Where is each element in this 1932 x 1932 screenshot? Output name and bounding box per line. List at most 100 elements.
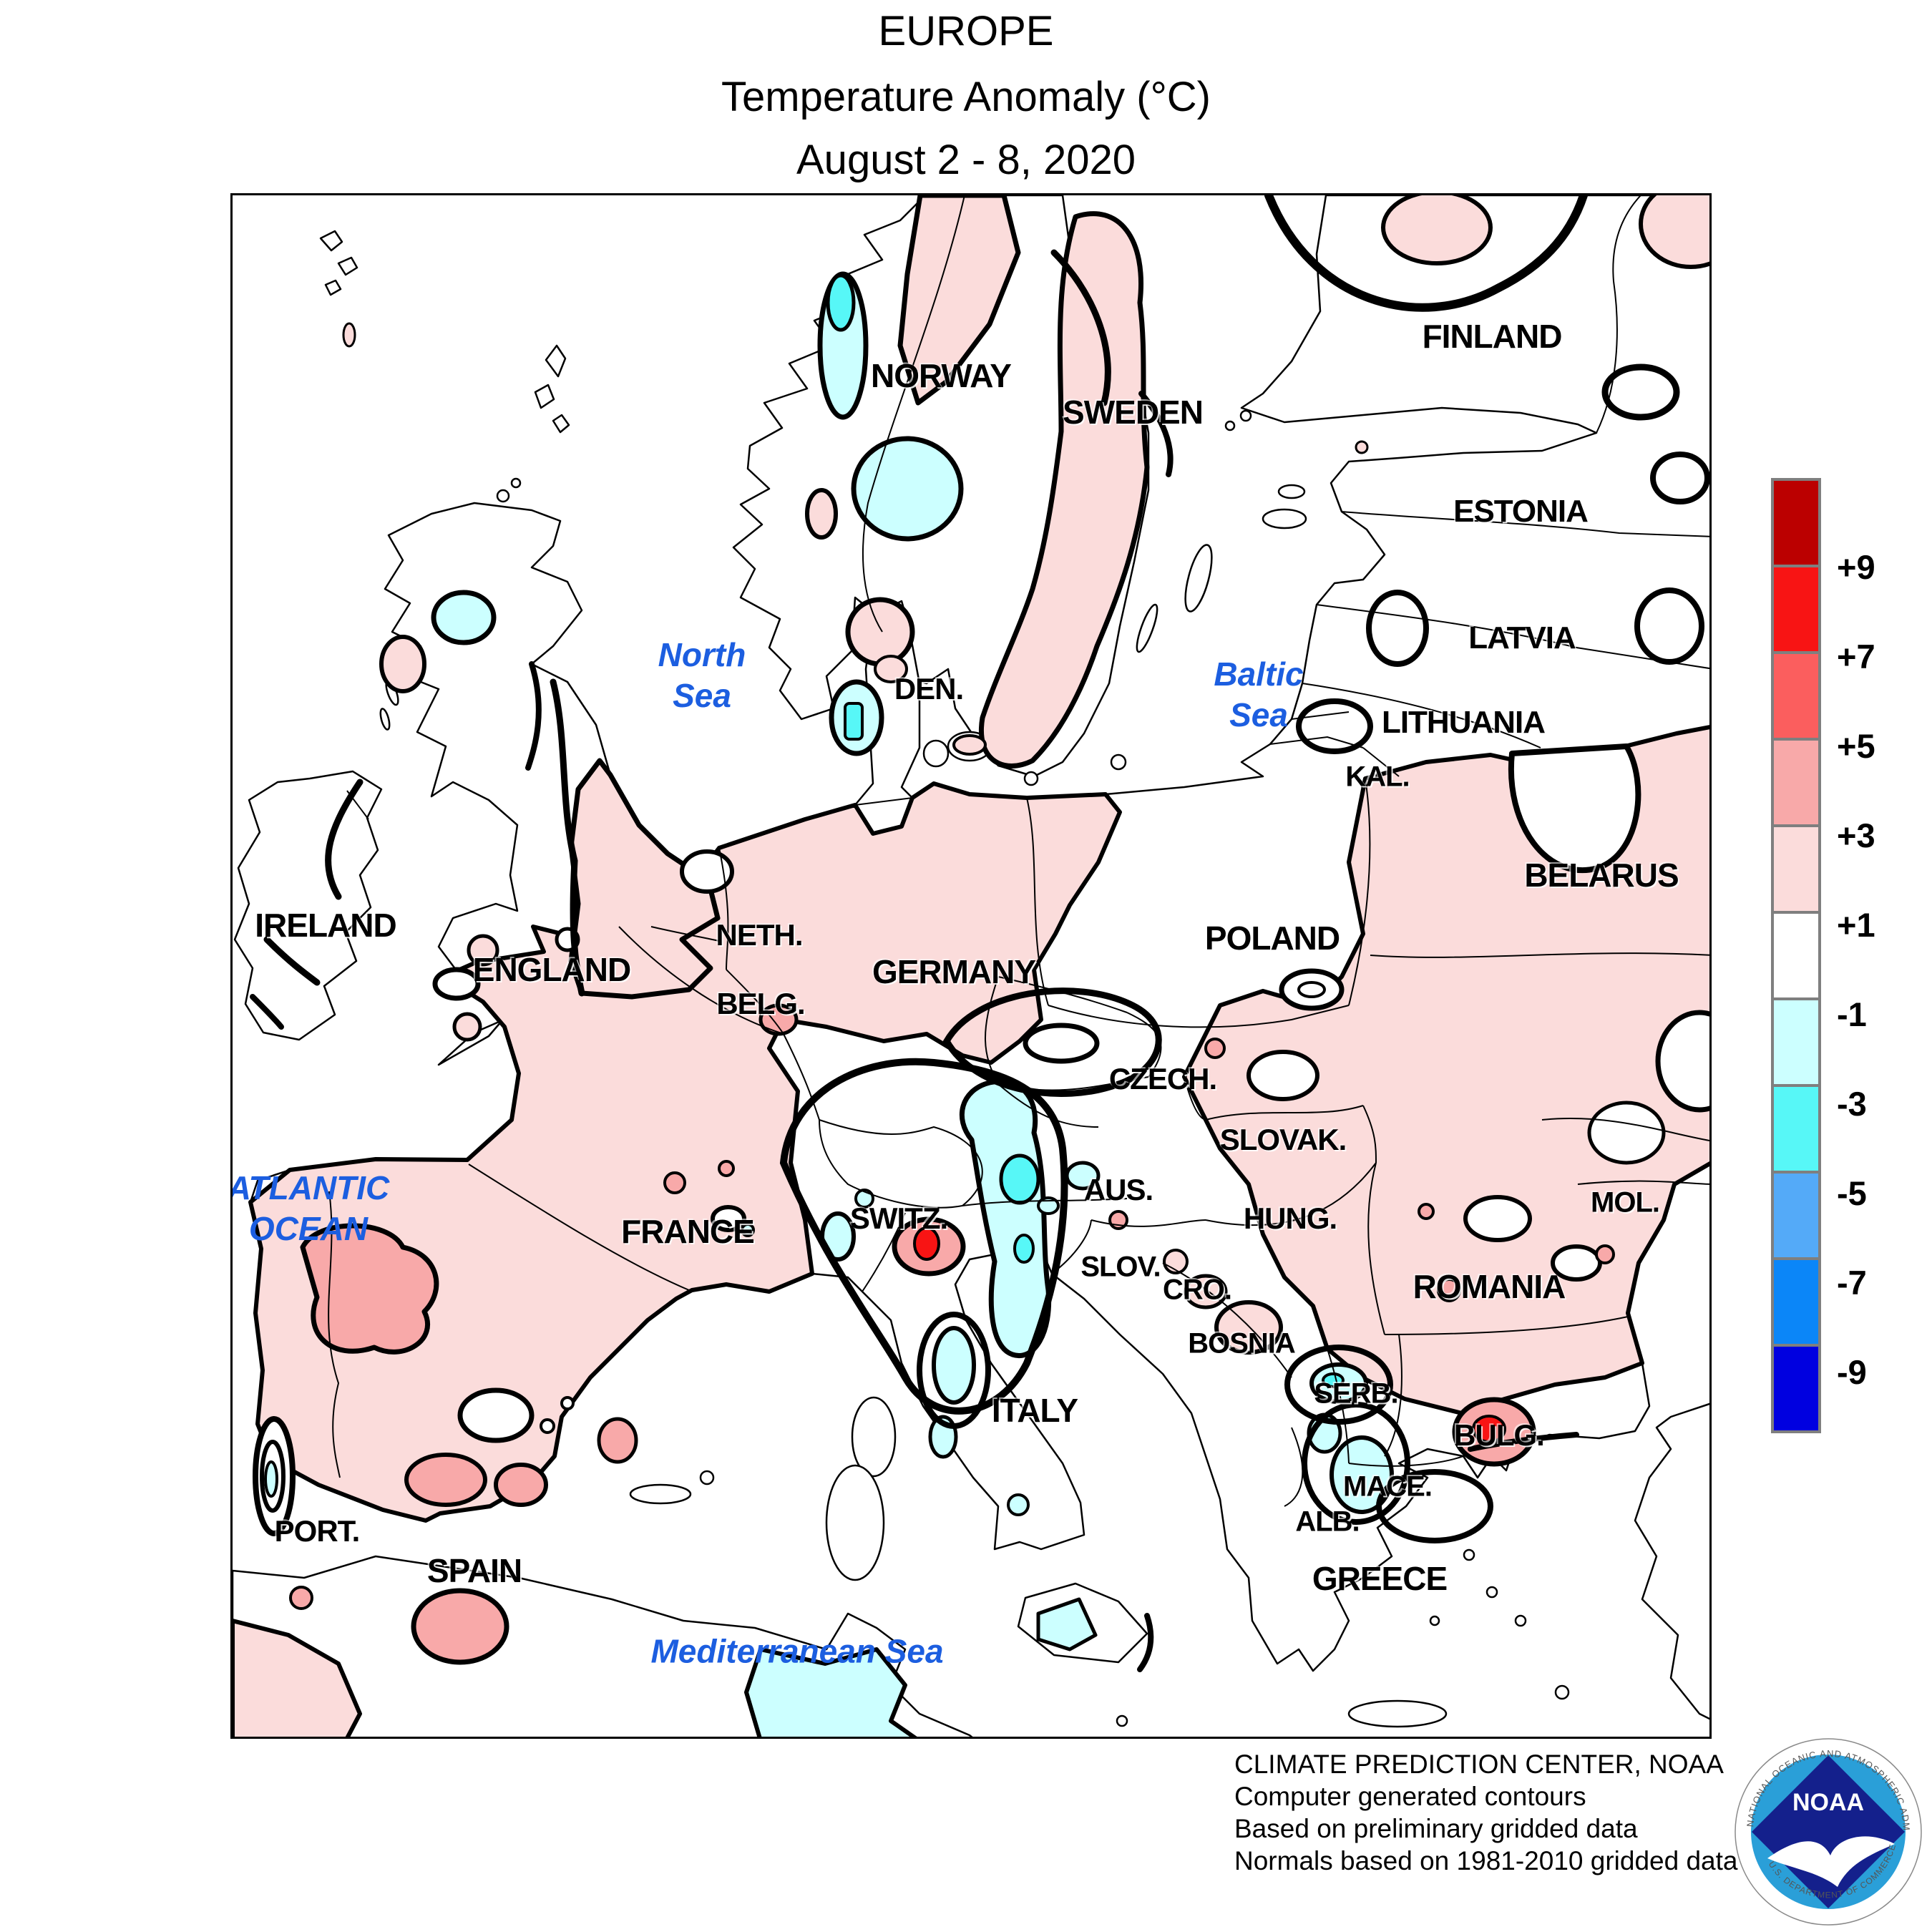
border-estonia-latvia — [1341, 511, 1709, 537]
border-lithuania-belarus — [1302, 683, 1541, 748]
sea-label-line: Baltic — [1214, 655, 1304, 693]
anomaly-warm-estonia-dot — [1355, 440, 1369, 454]
island-aegean-4 — [1429, 1615, 1440, 1626]
country-label-neth: NETH. — [716, 918, 804, 952]
island-bornholm — [1110, 753, 1127, 771]
border-latvia-lithuania — [1316, 604, 1709, 670]
anomaly-warm-wales — [467, 934, 499, 967]
legend-swatch-2 — [1771, 651, 1821, 741]
country-label-italy: ITALY — [991, 1392, 1078, 1429]
anomaly-cool-alps-core2 — [1013, 1234, 1035, 1264]
border-france-italy — [862, 1212, 906, 1292]
anomaly-hot-france-dot1 — [663, 1171, 686, 1194]
border-czech-west — [984, 976, 999, 1085]
anomaly-warm-east-europe — [1182, 725, 1709, 1415]
anomaly-hot-east-spain — [597, 1417, 638, 1464]
anomaly-hot-belgium — [758, 1003, 799, 1036]
anomaly-hot-nw-spain — [300, 1223, 439, 1355]
island-faroe-2 — [337, 256, 358, 276]
border-austria-hungary — [1184, 1076, 1206, 1121]
sea-label-line: Mediterranean Sea — [650, 1632, 944, 1670]
country-label-spain: SPAIN — [426, 1552, 522, 1589]
island-gotland — [1184, 544, 1213, 613]
sea-label-line: ATLANTIC — [230, 1169, 390, 1206]
contour-loop-russia-1 — [1601, 364, 1680, 421]
island-malta — [1116, 1714, 1128, 1727]
anomaly-warm-bosnia-1 — [1214, 1300, 1283, 1355]
border-belgium-france — [618, 926, 784, 1035]
anomaly-neutral-romania-1 — [1463, 1195, 1532, 1242]
map-subtitle: Temperature Anomaly (°C) — [721, 74, 1211, 120]
legend-label-7: +7 — [1837, 638, 1875, 675]
border-romania-serbia — [1367, 1162, 1385, 1335]
anomaly-neutral-netherlands — [680, 849, 734, 894]
anomaly-hot-switzerland-core — [913, 1226, 940, 1261]
country-label-norway: NORWAY — [871, 357, 1012, 394]
sea-label-mediterranean-sea: Mediterranean Sea — [650, 1631, 943, 1672]
contour-italy-loop — [917, 1312, 991, 1429]
island-sardinia — [825, 1464, 885, 1581]
border-romania-bulgaria — [1384, 1316, 1629, 1335]
anomaly-warm-denmark-2 — [952, 734, 987, 756]
island-rhodes — [1554, 1684, 1570, 1700]
border-spain-france — [468, 1163, 690, 1291]
legend-label-7: -7 — [1837, 1264, 1867, 1302]
island-orkney-1 — [496, 489, 510, 503]
country-label-poland: POLAND — [1204, 919, 1340, 957]
border-czech-north — [997, 976, 1128, 1013]
anomaly-neutral-moldova — [1587, 1101, 1666, 1165]
border-finland-russia — [1596, 195, 1641, 434]
contour-bothnia-small — [1138, 391, 1174, 477]
anomaly-warm-scotland — [379, 635, 426, 693]
legend-label-9: -9 — [1837, 1353, 1867, 1391]
island-aland-2 — [1224, 420, 1236, 431]
legend-swatch-1 — [1771, 565, 1821, 654]
anomaly-cool-norway-interior — [851, 436, 964, 542]
legend-swatch-3 — [1771, 738, 1821, 827]
anomaly-hot-czech-dot — [1204, 1038, 1226, 1059]
anomaly-warm-faroe — [342, 322, 356, 348]
border-kaliningrad-1 — [1269, 736, 1364, 748]
anomaly-cool-macedonia — [1330, 1435, 1394, 1514]
country-label-finland: FINLAND — [1422, 318, 1563, 355]
anomaly-cool-sicily — [1036, 1597, 1098, 1652]
contour-loop-kaliningrad — [1296, 698, 1373, 754]
country-label-hung: HUNG. — [1243, 1201, 1337, 1235]
legend-swatch-7 — [1771, 1084, 1821, 1174]
border-belarus-ukraine — [1370, 952, 1709, 958]
border-poland-belarus — [1348, 778, 1371, 1006]
sea-label-line: North — [658, 636, 746, 673]
anomaly-neutral-ukraine-edge — [1655, 1010, 1709, 1113]
anomaly-hot-central-spain-1 — [404, 1453, 487, 1507]
contour-serbia-loop — [1284, 1345, 1393, 1425]
anomaly-warm-north-tongue — [897, 195, 1021, 406]
footer-credits: CLIMATE PREDICTION CENTER, NOAA Computer … — [1234, 1748, 1738, 1877]
legend-swatch-0 — [1771, 478, 1821, 567]
contour-ireland-1 — [325, 779, 364, 900]
anomaly-neutral-spain-ne — [457, 1387, 535, 1443]
sea-label-baltic-sea: Baltic Sea — [1214, 654, 1303, 736]
anomaly-cool-serbia-core — [1322, 1372, 1345, 1388]
border-croatia-hungary — [1091, 1219, 1206, 1227]
border-poland-czechoslovakia — [1048, 1005, 1350, 1028]
border-moldova-ukraine — [1577, 1180, 1709, 1185]
border-austria-germany — [997, 1083, 1099, 1128]
map-daterange: August 2 - 8, 2020 — [796, 137, 1136, 183]
island-orkney-2 — [510, 477, 522, 489]
map-graphic — [233, 195, 1709, 1737]
legend-swatch-6 — [1771, 997, 1821, 1087]
border-czech-south — [997, 1076, 1149, 1091]
legend-label-3: +3 — [1837, 816, 1875, 854]
anomaly-hot-south-spain — [411, 1588, 509, 1665]
legend-label-3: -3 — [1837, 1085, 1867, 1123]
anomaly-warm-norway-coast — [805, 488, 838, 540]
country-label-switz: SWITZ. — [849, 1201, 948, 1235]
island-corsica — [851, 1396, 897, 1478]
island-aegean-2 — [1485, 1586, 1498, 1599]
anomaly-warm-ne-2 — [1639, 195, 1709, 269]
anomaly-neutral-brittany — [432, 967, 481, 1001]
border-hungary-slovakia — [1205, 1105, 1364, 1121]
border-france-germany — [783, 1033, 820, 1121]
country-label-slovak: SLOVAK. — [1219, 1123, 1347, 1156]
